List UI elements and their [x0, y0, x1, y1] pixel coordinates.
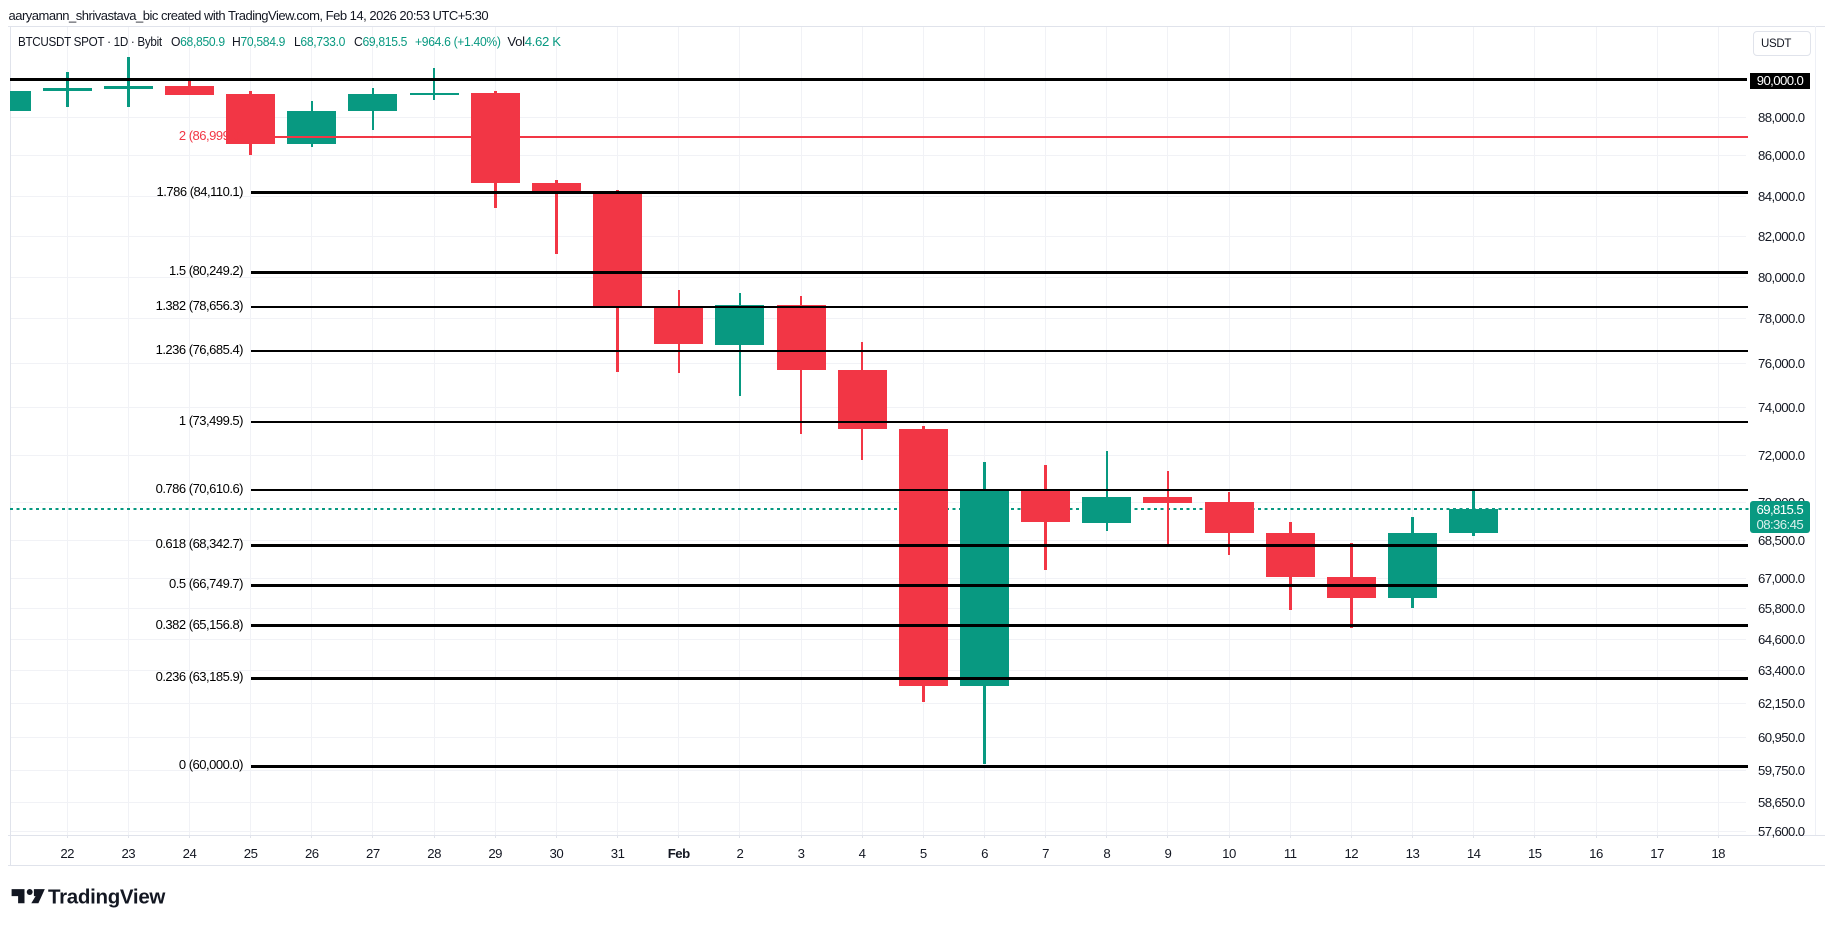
svg-text:TradingView: TradingView	[48, 888, 165, 908]
